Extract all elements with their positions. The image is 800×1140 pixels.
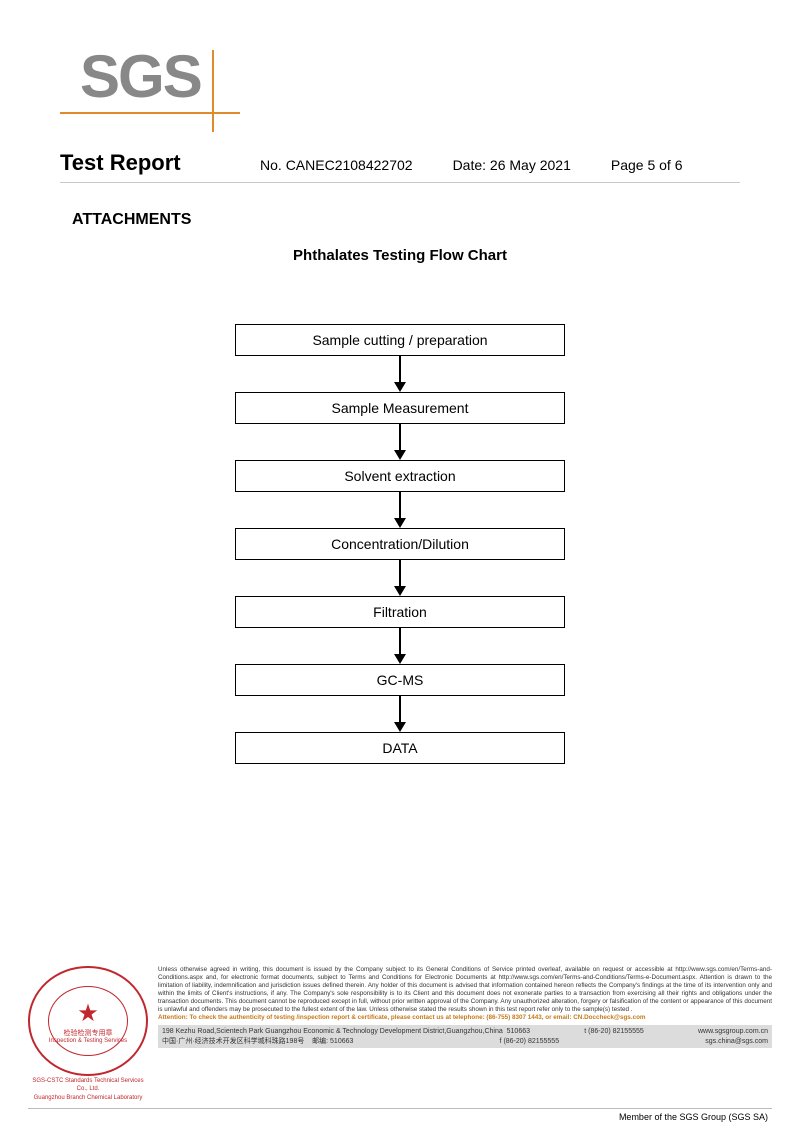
- flow-arrow: [394, 696, 406, 732]
- stamp-text-en: Inspection & Testing Services: [28, 1038, 148, 1044]
- disclaimer-attention: Attention: To check the authenticity of …: [158, 1014, 646, 1021]
- flow-step: Solvent extraction: [235, 460, 565, 492]
- website-1: www.sgsgroup.com.cn: [698, 1027, 768, 1036]
- flow-step: Sample Measurement: [235, 392, 565, 424]
- stamp-text-cn: 检验检测专用章: [28, 1028, 148, 1038]
- page-number: Page 5 of 6: [611, 157, 683, 173]
- flow-arrow: [394, 492, 406, 528]
- flow-arrow: [394, 628, 406, 664]
- tel: t (86-20) 82155555: [584, 1027, 644, 1036]
- report-header: Test Report No. CANEC2108422702 Date: 26…: [60, 150, 740, 176]
- flowchart-title: Phthalates Testing Flow Chart: [60, 247, 740, 264]
- website-2: sgs.china@sgs.com: [705, 1037, 768, 1046]
- page-footer: ★ 检验检测专用章 Inspection & Testing Services …: [0, 966, 800, 1122]
- section-attachments: ATTACHMENTS: [72, 211, 740, 229]
- header-divider: [60, 182, 740, 183]
- fax: f (86-20) 82155555: [500, 1037, 560, 1046]
- stamp-company-2: Guangzhou Branch Chemical Laboratory: [28, 1095, 148, 1102]
- flow-step: Concentration/Dilution: [235, 528, 565, 560]
- member-line: Member of the SGS Group (SGS SA): [28, 1108, 772, 1122]
- stamp-company-1: SGS-CSTC Standards Technical Services Co…: [28, 1078, 148, 1092]
- flow-step: DATA: [235, 732, 565, 764]
- flowchart: Sample cutting / preparation Sample Measu…: [60, 324, 740, 764]
- sgs-logo: SGS: [60, 40, 240, 132]
- address-cn: 中国·广州·经济技术开发区科学城科珠路198号 邮编: 510663: [162, 1037, 353, 1046]
- stamp-block: ★ 检验检测专用章 Inspection & Testing Services …: [28, 966, 148, 1102]
- page-title: Test Report: [60, 150, 220, 176]
- red-stamp: ★ 检验检测专用章 Inspection & Testing Services: [28, 966, 148, 1076]
- disclaimer-body: Unless otherwise agreed in writing, this…: [158, 966, 772, 1012]
- address-bar: 198 Kezhu Road,Scientech Park Guangzhou …: [158, 1025, 772, 1047]
- address-en: 198 Kezhu Road,Scientech Park Guangzhou …: [162, 1027, 530, 1036]
- report-number: No. CANEC2108422702: [260, 157, 413, 173]
- flow-step: Filtration: [235, 596, 565, 628]
- logo-text: SGS: [80, 42, 201, 111]
- flow-arrow: [394, 356, 406, 392]
- star-icon: ★: [28, 1002, 148, 1026]
- report-date: Date: 26 May 2021: [453, 157, 571, 173]
- flow-step: Sample cutting / preparation: [235, 324, 565, 356]
- flow-step: GC-MS: [235, 664, 565, 696]
- flow-arrow: [394, 424, 406, 460]
- flow-arrow: [394, 560, 406, 596]
- disclaimer-block: Unless otherwise agreed in writing, this…: [158, 966, 772, 1102]
